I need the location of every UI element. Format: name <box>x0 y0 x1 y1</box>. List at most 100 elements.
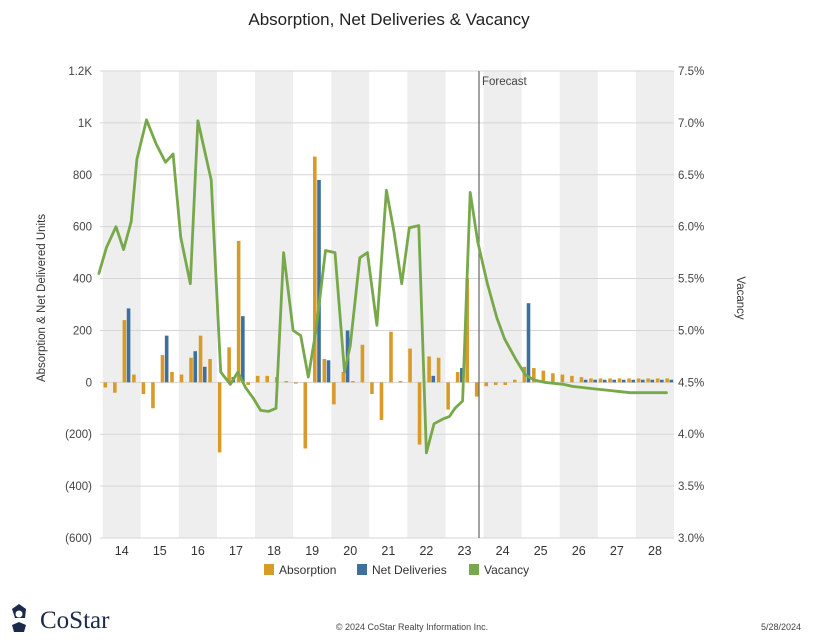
absorption-bar <box>551 373 555 383</box>
year-band <box>102 71 141 538</box>
absorption-bar <box>484 382 489 387</box>
absorption-bar <box>532 368 536 383</box>
legend: Absorption Net Deliveries Vacancy <box>264 563 529 577</box>
logo-wordmark: CoStar <box>40 607 110 634</box>
year-band <box>483 71 522 538</box>
absorption-bar <box>198 335 203 383</box>
absorption-bar <box>332 382 336 405</box>
y2-tick-label: 4.5% <box>678 377 704 389</box>
absorption-bar <box>436 357 441 383</box>
costar-star-icon <box>12 604 26 632</box>
y2-tick-label: 7.5% <box>678 66 704 78</box>
year-band <box>407 71 446 538</box>
x-tick-label: 18 <box>267 544 281 558</box>
absorption-bar <box>170 371 174 383</box>
absorption-bar <box>570 375 574 383</box>
absorption-bar <box>113 382 117 393</box>
absorption-bar <box>255 375 260 383</box>
x-tick-label: 26 <box>572 544 586 558</box>
right-axis-ticks: 3.0% 3.5% 4.0% 4.5% 5.0% 5.5% 6.0% 6.5% 7.0% 7.5% <box>678 66 704 545</box>
net-deliveries-bar <box>202 366 207 383</box>
net-deliveries-bar <box>650 379 655 383</box>
absorption-bar <box>351 381 355 383</box>
legend-label: Vacancy <box>484 563 529 577</box>
year-band <box>255 71 294 538</box>
net-deliveries-bar <box>583 379 588 383</box>
absorption-bar <box>503 382 508 385</box>
vacancy-line-group <box>97 118 668 455</box>
net-deliveries-bar <box>660 379 664 383</box>
absorption-bar <box>236 240 241 383</box>
y-tick-label: (400) <box>65 481 92 493</box>
x-tick-label: 21 <box>381 544 395 558</box>
y2-tick-label: 6.0% <box>678 222 704 234</box>
legend-swatch <box>357 564 367 575</box>
year-band <box>559 71 598 538</box>
x-tick-label: 27 <box>610 544 624 558</box>
year-band <box>331 71 370 538</box>
absorption-bar <box>360 344 365 383</box>
absorption-bar <box>246 382 250 385</box>
absorption-bar <box>103 382 108 388</box>
net-deliveries-bar <box>317 179 321 383</box>
y-tick-label: 400 <box>73 274 92 286</box>
absorption-bar <box>446 382 450 410</box>
legend-label: Net Deliveries <box>372 563 447 577</box>
absorption-bar <box>627 378 631 383</box>
absorption-bar <box>541 370 546 383</box>
y-tick-label: 1.2K <box>68 66 92 78</box>
absorption-bar <box>189 357 193 383</box>
net-deliveries-bar <box>164 335 169 383</box>
absorption-bar <box>208 358 212 383</box>
x-tick-label: 23 <box>458 544 472 558</box>
net-deliveries-bar <box>431 375 436 383</box>
x-tick-label: 22 <box>419 544 433 558</box>
y2-tick-label: 3.5% <box>678 481 704 493</box>
x-tick-label: 24 <box>496 544 510 558</box>
absorption-bar <box>398 381 403 383</box>
y2-tick-label: 5.0% <box>678 325 704 337</box>
net-deliveries-bar <box>593 379 597 383</box>
absorption-bar <box>217 382 222 453</box>
costar-logo: CoStar <box>12 604 110 634</box>
x-tick-label: 15 <box>153 544 167 558</box>
absorption-bar <box>417 382 422 445</box>
absorption-bar <box>160 355 165 383</box>
absorption-bar <box>293 382 298 384</box>
net-deliveries-bar <box>460 368 464 383</box>
net-deliveries-bar <box>602 379 607 383</box>
absorption-bar <box>284 381 289 383</box>
vacancy-line <box>97 118 668 455</box>
y2-tick-label: 3.0% <box>678 533 704 545</box>
absorption-bar <box>227 347 231 383</box>
x-tick-label: 19 <box>305 544 319 558</box>
absorption-bar <box>646 378 650 383</box>
y-tick-label: (200) <box>65 429 92 441</box>
absorption-bar <box>427 356 431 383</box>
absorption-bar <box>608 378 612 383</box>
net-deliveries-bar <box>612 379 617 383</box>
x-tick-label: 14 <box>115 544 129 558</box>
year-band <box>635 71 674 538</box>
forecast-label: Forecast <box>482 76 528 88</box>
absorption-bar <box>465 278 469 383</box>
y-tick-label: 800 <box>73 170 92 182</box>
absorption-bar <box>313 156 317 383</box>
net-deliveries-bar <box>526 303 531 383</box>
x-tick-label: 17 <box>229 544 243 558</box>
y2-axis-label: Vacancy <box>734 276 746 320</box>
net-deliveries-bar <box>241 316 245 383</box>
year-bands <box>102 71 674 538</box>
legend-swatch <box>264 564 274 575</box>
y-tick-label: 1K <box>78 118 92 130</box>
absorption-bar <box>389 331 393 383</box>
absorption-bar <box>370 382 374 395</box>
y2-tick-label: 5.5% <box>678 274 704 286</box>
net-deliveries-bar <box>126 308 131 383</box>
absorption-bar <box>455 371 460 383</box>
absorption-bar <box>589 378 593 383</box>
absorption-bar <box>579 377 584 383</box>
net-deliveries-bar <box>621 379 626 383</box>
x-axis-ticks: 14 15 16 17 18 19 20 21 22 23 24 25 26 27 28 <box>115 544 662 558</box>
